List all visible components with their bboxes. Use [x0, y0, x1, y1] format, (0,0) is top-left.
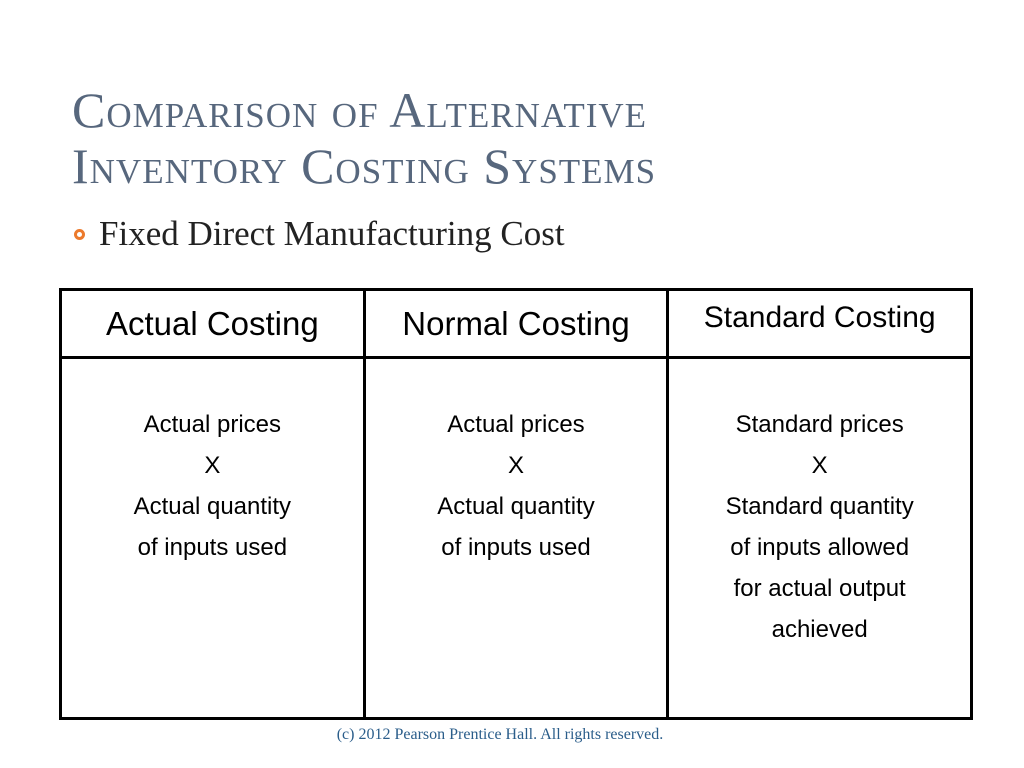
cell-line: of inputs used [137, 534, 288, 561]
comparison-table: Actual Costing Normal Costing Standard C… [59, 288, 973, 720]
cell-actual-costing: Actual prices X Actual quantity of input… [59, 356, 366, 720]
slide-title-line-1: Comparison of Alternative [72, 82, 648, 138]
bullet-text: Fixed Direct Manufacturing Cost [99, 214, 565, 253]
cell-line: X [204, 452, 221, 479]
copyright-footer: (c) 2012 Pearson Prentice Hall. All righ… [336, 726, 664, 743]
cell-line: X [507, 452, 524, 479]
cell-line: of inputs used [441, 534, 591, 561]
cell-line: X [811, 452, 828, 479]
table-header-row: Actual Costing Normal Costing Standard C… [59, 288, 973, 359]
header-actual-costing: Actual Costing [59, 288, 366, 359]
slide-title-line-2: Inventory Costing Systems [72, 138, 657, 194]
cell-line: Actual quantity [437, 493, 595, 520]
cell-line: Actual quantity [133, 493, 292, 520]
header-normal-costing: Normal Costing [362, 288, 670, 359]
cell-line: Actual prices [143, 411, 282, 438]
table-row: Actual prices X Actual quantity of input… [59, 356, 973, 720]
bullet-item: Fixed Direct Manufacturing Cost [74, 214, 565, 254]
cell-normal-costing: Actual prices X Actual quantity of input… [362, 356, 670, 720]
cell-line: of inputs allowed [730, 534, 910, 561]
cell-line: achieved [771, 616, 868, 643]
cell-line: Actual prices [447, 411, 585, 438]
circle-bullet-icon [74, 228, 85, 240]
header-standard-costing: Standard Costing [666, 288, 973, 359]
slide-title: Comparison of Alternative Inventory Cost… [72, 82, 952, 194]
cell-standard-costing: Standard prices X Standard quantity of i… [666, 356, 973, 720]
cell-line: Standard quantity [725, 493, 914, 520]
cell-line: for actual output [733, 575, 906, 602]
cell-line: Standard prices [735, 411, 904, 438]
